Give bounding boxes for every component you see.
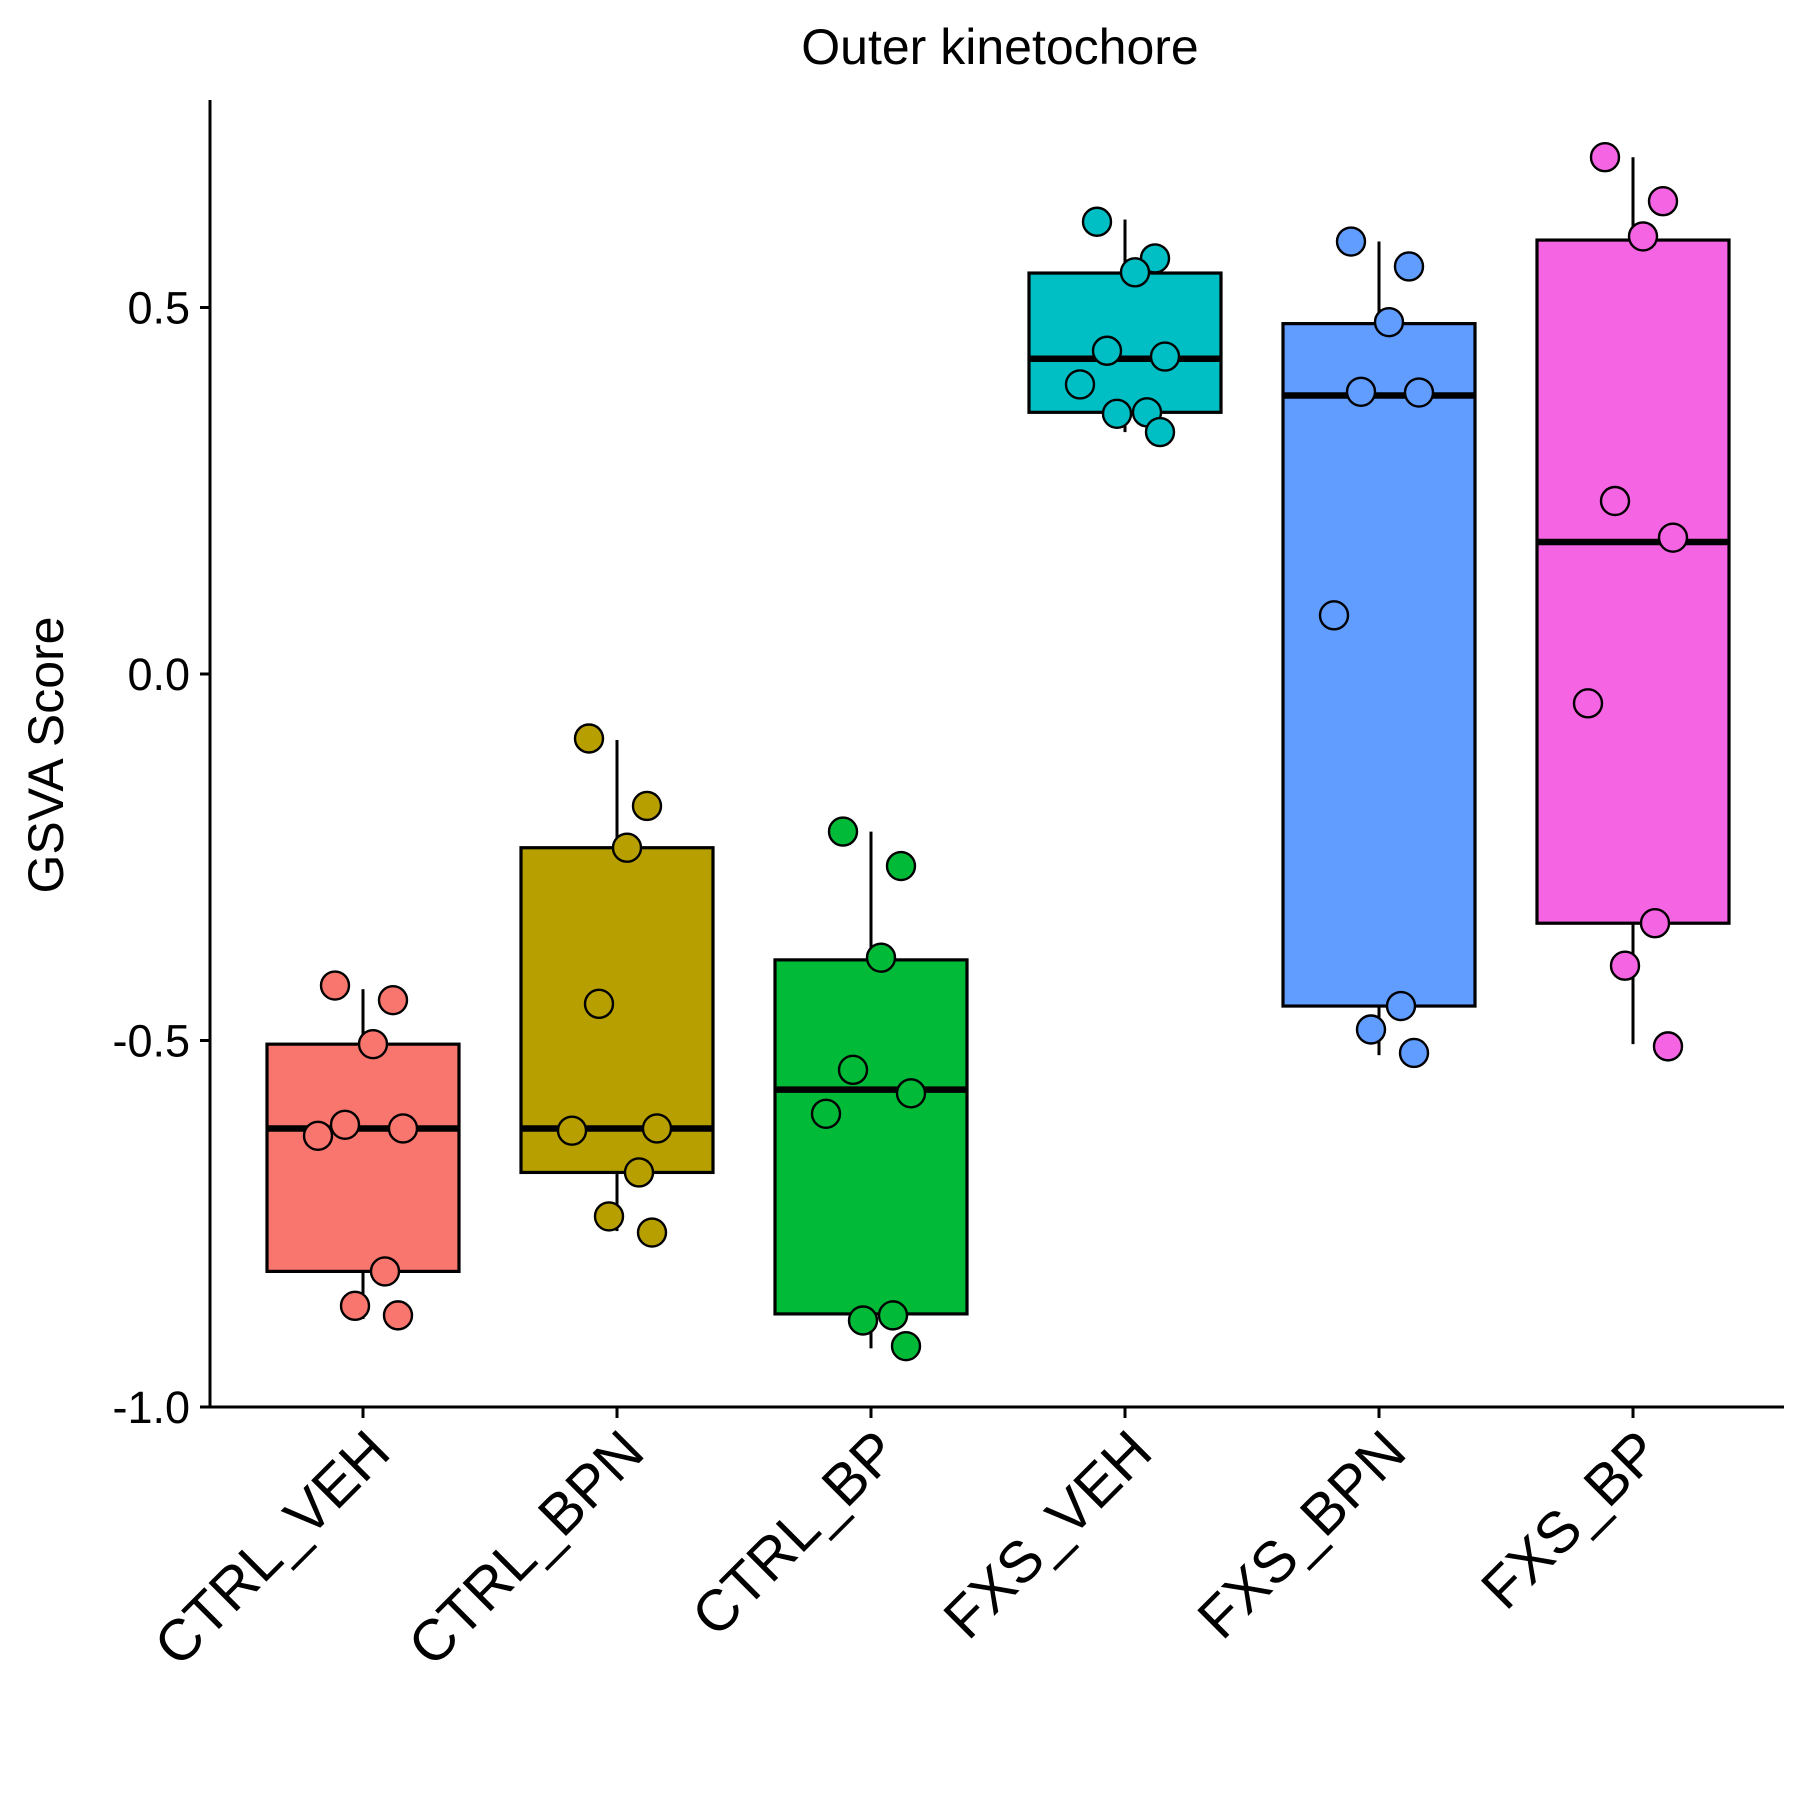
data-point <box>1091 335 1123 366</box>
data-point <box>1101 398 1133 429</box>
data-point <box>1064 369 1096 400</box>
data-point <box>1373 306 1405 338</box>
data-point <box>1398 1037 1430 1069</box>
x-tick-label: FXS_BPN <box>1185 1418 1418 1651</box>
y-tick-label: 0.0 <box>127 649 190 700</box>
data-point <box>1119 257 1151 288</box>
box <box>519 846 715 1175</box>
data-point <box>1639 908 1671 939</box>
data-point <box>1609 950 1641 981</box>
box <box>1281 322 1477 1008</box>
data-point <box>1657 522 1689 553</box>
data-point <box>329 1109 361 1140</box>
y-axis-ticks: -1.0 -0.5 0.0 0.5 <box>112 283 210 1433</box>
data-point <box>611 832 643 863</box>
data-point <box>885 850 917 882</box>
data-point <box>387 1113 419 1144</box>
box-group-FXS_BPN <box>1281 226 1477 1069</box>
y-tick-label: 0.5 <box>127 283 190 334</box>
data-point <box>369 1256 401 1287</box>
data-point <box>1627 221 1659 252</box>
data-point <box>377 984 409 1016</box>
box-group-CTRL_VEH <box>265 970 461 1331</box>
data-point <box>810 1098 842 1130</box>
data-point <box>623 1157 655 1188</box>
x-tick-label: CTRL_VEH <box>142 1418 402 1678</box>
data-point <box>837 1054 869 1086</box>
data-point <box>319 970 351 1001</box>
data-point <box>357 1028 389 1060</box>
data-point <box>1599 485 1631 517</box>
box-group-FXS_BP <box>1535 142 1731 1062</box>
box <box>1535 238 1731 925</box>
box-group-FXS_VEH <box>1027 206 1223 448</box>
data-point <box>573 723 605 754</box>
box <box>265 1042 461 1273</box>
box-group-CTRL_BP <box>773 816 969 1362</box>
data-point <box>1572 688 1604 719</box>
data-point <box>895 1078 927 1109</box>
data-point <box>583 988 615 1020</box>
data-point <box>1318 600 1350 631</box>
y-tick-label: -0.5 <box>112 1016 190 1067</box>
data-point <box>556 1115 588 1146</box>
data-point <box>847 1305 879 1336</box>
data-point <box>1647 186 1679 217</box>
data-point <box>1345 376 1377 407</box>
data-point <box>1335 226 1367 257</box>
data-point <box>1149 341 1181 372</box>
data-point <box>890 1330 922 1362</box>
data-point <box>302 1120 334 1151</box>
data-point <box>339 1290 371 1322</box>
data-point <box>1652 1031 1684 1062</box>
data-point <box>593 1201 625 1232</box>
y-tick-label: -1.0 <box>112 1382 190 1433</box>
x-tick-label: FXS_BP <box>1469 1418 1672 1621</box>
data-point <box>865 942 897 973</box>
x-tick-label: FXS_VEH <box>931 1418 1164 1651</box>
data-point <box>382 1300 414 1331</box>
chart-title: Outer kinetochore <box>801 19 1198 75</box>
data-point <box>1385 990 1417 1022</box>
box <box>1027 271 1223 414</box>
data-point <box>636 1217 668 1248</box>
data-point <box>1355 1014 1387 1045</box>
x-tick-label: CTRL_BPN <box>396 1418 656 1678</box>
data-point <box>877 1300 909 1331</box>
box-group-CTRL_BPN <box>519 723 715 1248</box>
plot-area <box>265 142 1731 1362</box>
y-axis-label: GSVA Score <box>18 617 74 894</box>
box <box>773 958 969 1316</box>
data-point <box>1393 251 1425 282</box>
data-point <box>1144 416 1176 448</box>
x-tick-label: CTRL_BP <box>680 1418 911 1649</box>
data-point <box>1589 142 1621 173</box>
data-point <box>641 1113 673 1144</box>
data-point <box>827 816 859 847</box>
data-point <box>631 790 663 822</box>
data-point <box>1081 206 1113 237</box>
data-point <box>1403 377 1435 408</box>
